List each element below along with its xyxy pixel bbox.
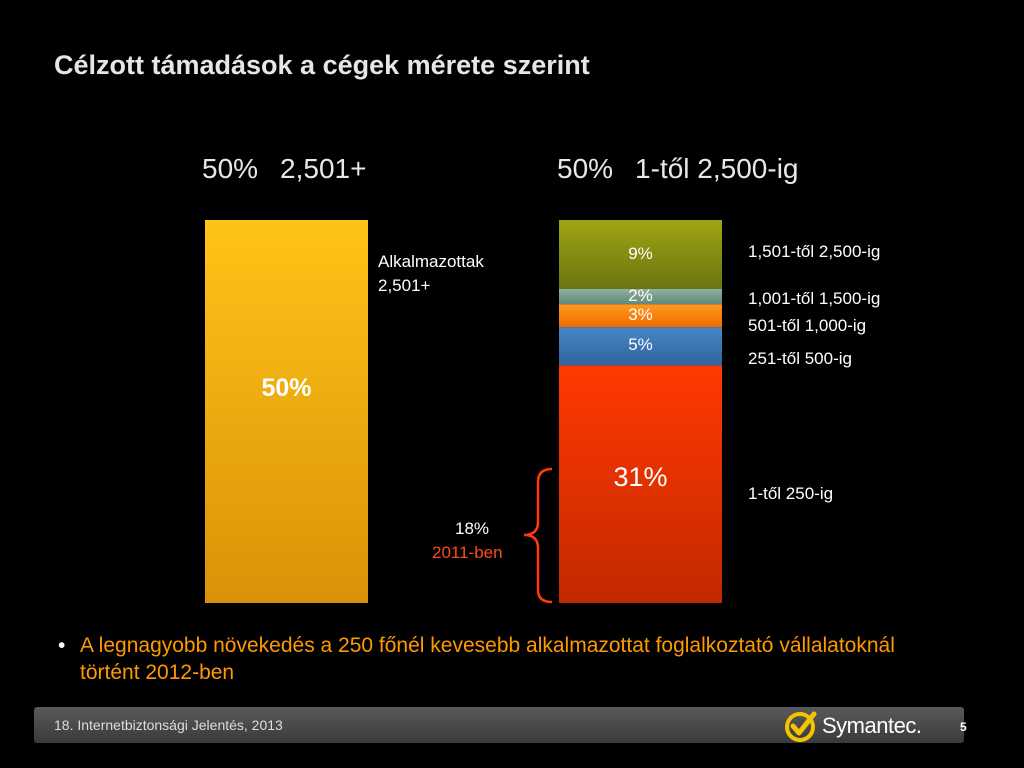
logo-wordmark: Symantec.	[822, 713, 922, 738]
bar-segment-1501-2500	[559, 220, 722, 289]
annotation-18-pct: 18%	[455, 519, 490, 538]
bar-segment-501-1000	[559, 304, 722, 328]
symantec-logo: Symantec.	[784, 708, 922, 744]
page-number: 5	[960, 720, 967, 734]
label-251-500: 251-től 500-ig	[748, 349, 852, 368]
value-label-5: 5%	[628, 335, 653, 355]
value-label-2: 2%	[628, 285, 653, 305]
bar-segment-1-250	[559, 365, 722, 603]
label-1501-2500: 1,501-től 2,500-ig	[748, 242, 881, 261]
bar-segment-employees-2501-plus	[205, 220, 368, 603]
left-header-label: 2,501+	[280, 153, 367, 184]
bullet-dot-icon: •	[58, 634, 66, 657]
value-label-9: 9%	[628, 244, 653, 263]
checkmark-logo-icon	[785, 711, 817, 742]
annotation-2011: 2011-ben	[432, 543, 503, 562]
right-bar-header: 50% 1-től 2,500-ig	[557, 153, 798, 185]
page-title: Célzott támadások a cégek mérete szerint	[54, 50, 590, 80]
footer-text: 18. Internetbiztonsági Jelentés, 2013	[54, 717, 283, 733]
left-bar-header: 50% 2,501+	[202, 153, 366, 185]
label-employees-2501-plus: Alkalmazottak 2,501+	[378, 252, 484, 295]
label-1001-1500: 1,001-től 1,500-ig	[748, 289, 881, 308]
value-label-31: 31%	[613, 461, 668, 492]
left-header-pct: 50%	[202, 153, 259, 184]
bar-segment-251-500	[559, 327, 722, 366]
curly-brace	[523, 467, 553, 604]
label-501-1000: 501-től 1,000-ig	[748, 316, 867, 335]
label-1-250: 1-től 250-ig	[748, 484, 834, 503]
value-label-3: 3%	[628, 304, 653, 324]
value-label-50: 50%	[261, 373, 312, 402]
bullet-text: A legnagyobb növekedés a 250 főnél keves…	[80, 634, 895, 684]
right-header-label: 1-től 2,500-ig	[635, 153, 799, 184]
bar-segment-1001-1500	[559, 288, 722, 305]
bullet-point: • A legnagyobb növekedés a 250 főnél kev…	[58, 632, 958, 686]
right-header-pct: 50%	[557, 153, 614, 184]
